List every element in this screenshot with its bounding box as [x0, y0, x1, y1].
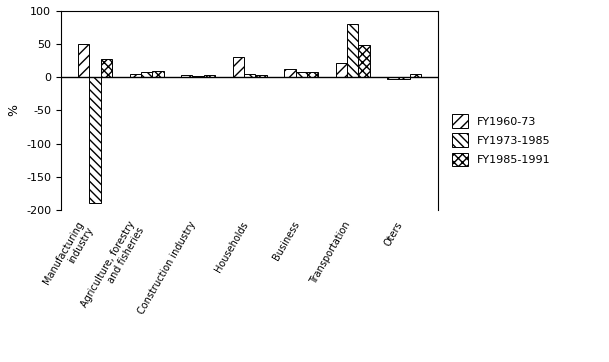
Bar	[100, 59, 112, 77]
Bar	[192, 76, 204, 77]
Bar	[204, 75, 215, 77]
Bar	[387, 77, 399, 79]
Bar	[307, 72, 319, 77]
Bar	[233, 57, 244, 77]
Bar	[410, 74, 421, 77]
Y-axis label: %: %	[7, 104, 21, 117]
Bar	[90, 77, 100, 203]
Bar	[347, 24, 359, 77]
Bar	[284, 69, 295, 77]
Bar	[336, 63, 347, 77]
Bar	[295, 72, 307, 77]
Legend: FY1960-73, FY1973-1985, FY1985-1991: FY1960-73, FY1973-1985, FY1985-1991	[452, 114, 551, 166]
Bar	[244, 74, 255, 77]
Bar	[141, 72, 152, 77]
Bar	[152, 71, 164, 77]
Bar	[78, 44, 90, 77]
Bar	[399, 77, 410, 79]
Bar	[359, 45, 370, 77]
Bar	[130, 74, 141, 77]
Bar	[255, 75, 267, 77]
Bar	[181, 75, 192, 77]
